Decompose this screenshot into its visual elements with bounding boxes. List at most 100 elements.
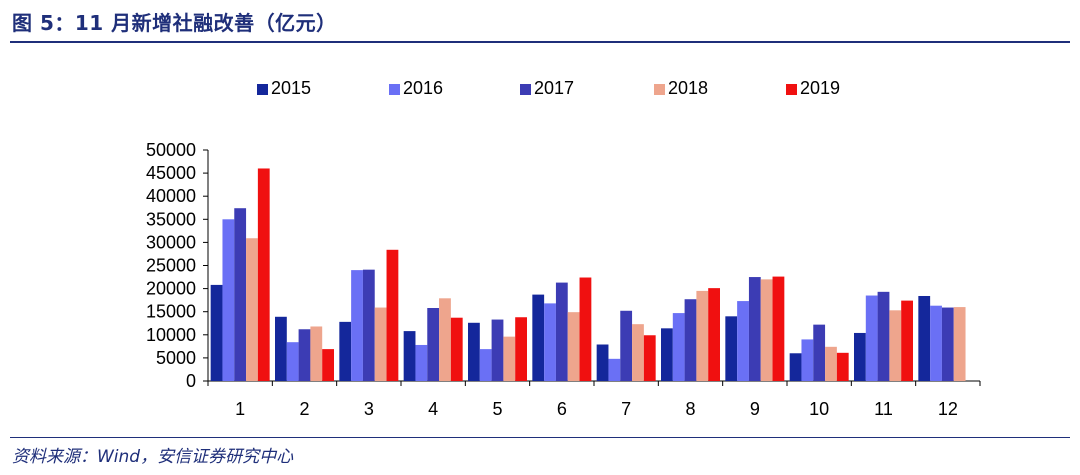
x-tick-label: 8 [685,399,695,419]
bar-2016-9 [737,301,749,381]
bar-2016-4 [415,344,428,381]
bar-2015-4 [403,331,416,381]
bar-2016-10 [801,339,814,381]
bar-2017-3 [362,269,375,381]
y-tick-label: 45000 [146,163,196,183]
legend-label-2018: 2018 [668,78,708,98]
bar-2017-9 [748,277,761,381]
y-tick-label: 50000 [146,140,196,160]
legend-label-2017: 2017 [534,78,574,98]
bar-2017-5 [491,319,504,381]
x-tick-label: 1 [235,399,245,419]
bar-2017-12 [941,307,954,381]
bar-2015-9 [725,316,738,381]
x-tick-label: 4 [428,399,438,419]
footer-divider [10,437,1070,438]
legend-swatch-2015 [257,84,268,95]
bar-2016-6 [544,303,556,381]
bar-2016-3 [351,270,363,381]
bar-2016-7 [608,358,621,381]
y-tick-label: 5000 [156,348,196,368]
bar-2016-12 [930,305,942,381]
bar-2017-11 [877,291,890,381]
bar-2017-10 [813,324,826,381]
bar-2016-11 [865,295,878,381]
bar-2017-2 [298,329,311,381]
bar-2018-3 [374,307,387,381]
legend-label-2016: 2016 [403,78,443,98]
bar-2015-7 [596,344,609,381]
bar-2019-11 [901,300,913,381]
y-tick-label: 40000 [146,186,196,206]
x-tick-label: 2 [299,399,309,419]
chart-bars [210,168,966,381]
y-tick-label: 10000 [146,325,196,345]
bar-2019-2 [322,349,334,381]
bar-2019-3 [386,249,399,381]
bar-2018-7 [632,324,644,381]
y-tick-label: 25000 [146,256,196,276]
bar-2015-10 [789,353,802,381]
bar-2019-10 [836,352,849,381]
x-tick-label: 12 [938,399,958,419]
bar-2018-10 [825,346,837,381]
bar-2017-1 [234,208,247,381]
bar-2015-2 [275,316,287,381]
legend-label-2015: 2015 [271,78,311,98]
bar-2017-8 [684,299,697,381]
legend-label-2019: 2019 [800,78,840,98]
x-tick-label: 6 [557,399,567,419]
bar-2017-7 [620,310,633,381]
bar-2016-2 [286,342,299,381]
bar-2015-6 [532,294,545,381]
x-tick-label: 5 [492,399,502,419]
chart-container: 2015 2016 2017 2018 2019 0 5000 10000 15000 2000… [0,50,1080,430]
y-tick-label: 0 [186,371,196,391]
bar-2018-9 [760,279,773,381]
legend-swatch-2016 [389,84,400,95]
bar-2016-5 [479,349,492,381]
bar-2019-9 [772,276,785,381]
bar-2015-1 [210,284,223,381]
bar-2018-12 [953,307,966,381]
bar-2018-4 [439,298,451,381]
bar-2015-8 [661,328,673,381]
legend-swatch-2019 [786,84,797,95]
x-tick-label: 3 [364,399,374,419]
y-tick-label: 30000 [146,232,196,252]
bar-2016-1 [222,219,235,381]
bar-2017-4 [427,308,440,381]
legend-swatch-2017 [520,84,531,95]
figure-title: 图 5：11 月新增社融改善（亿元） [12,11,337,35]
bar-2018-5 [503,336,516,381]
bar-2018-2 [310,326,323,381]
bar-2017-6 [555,282,568,381]
bar-2019-5 [515,317,527,381]
chart-axes: 0 5000 10000 15000 20000 25000 30000 35000 40000… [146,140,981,419]
bar-2018-6 [567,312,580,381]
bar-2018-11 [889,310,902,381]
y-tick-label: 20000 [146,279,196,299]
bar-2019-6 [579,277,592,381]
bar-2015-11 [854,332,866,381]
bar-2018-8 [696,290,709,381]
bar-2015-3 [339,321,352,381]
source-note: 资料来源：Wind，安信证券研究中心 [12,447,294,467]
x-tick-label: 7 [621,399,631,419]
bar-2015-5 [468,322,480,381]
x-tick-label: 10 [809,399,829,419]
bar-2018-1 [246,238,258,381]
x-tick-label: 9 [750,399,760,419]
chart-legend: 2015 2016 2017 2018 2019 [257,78,840,98]
bar-2016-8 [672,313,685,381]
legend-swatch-2018 [654,84,665,95]
bar-2019-4 [450,317,463,381]
y-tick-label: 35000 [146,209,196,229]
bar-chart: 2015 2016 2017 2018 2019 0 5000 10000 15000 2000… [146,78,981,419]
bar-2015-12 [918,295,931,381]
bar-2019-1 [257,168,270,381]
y-tick-label: 15000 [146,302,196,322]
x-tick-label: 11 [874,399,893,419]
header-divider [10,41,1070,43]
bar-2019-8 [708,288,720,381]
